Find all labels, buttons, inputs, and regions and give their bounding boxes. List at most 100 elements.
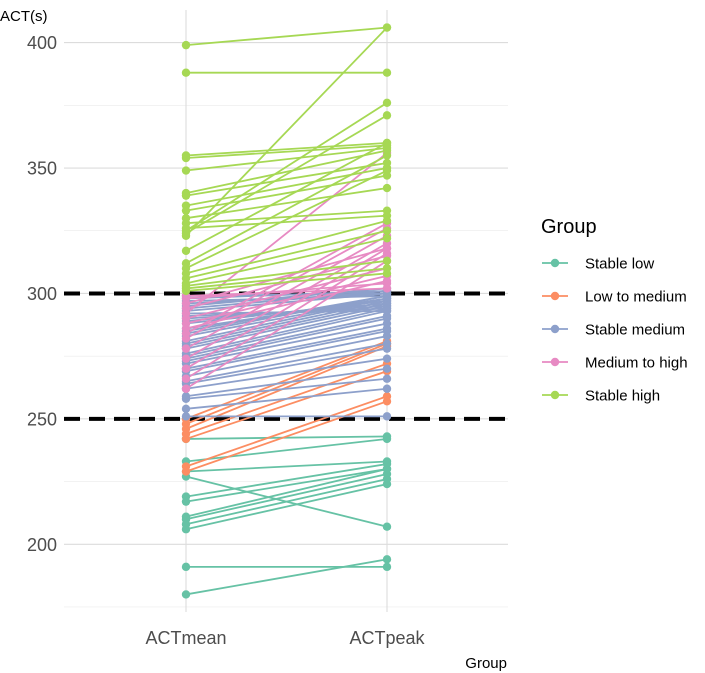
legend-label: Stable low — [585, 256, 654, 273]
legend-key-point — [550, 357, 560, 367]
data-point-stable-high — [382, 183, 392, 193]
legend-label: Medium to high — [585, 355, 688, 372]
series-line-stable-high — [185, 26, 388, 237]
data-point-stable-medium — [181, 392, 191, 401]
series-line-stable-low — [185, 473, 388, 521]
series-line-stable-medium — [185, 310, 388, 315]
series-line-stable-high — [185, 267, 388, 290]
series-line-stable-medium — [185, 347, 388, 385]
y-tick-label: 400 — [27, 33, 57, 53]
data-point-stable-medium — [382, 364, 392, 373]
grid — [64, 10, 508, 612]
series-line-stable-medium — [185, 305, 388, 350]
series-lines — [185, 26, 388, 596]
x-axis-title: Group — [465, 655, 507, 672]
data-point-medium-to-high — [181, 364, 191, 373]
data-point-stable-high — [181, 153, 191, 163]
data-point-stable-low — [382, 555, 392, 564]
series-line-stable-medium — [185, 317, 388, 363]
series-line-stable-medium — [185, 297, 388, 330]
data-point-stable-high — [382, 111, 392, 120]
x-tick-label: ACTpeak — [349, 628, 425, 648]
series-line-stable-low — [185, 435, 388, 440]
data-point-stable-low — [382, 562, 392, 572]
series-line-stable-high — [185, 169, 388, 270]
series-line-stable-low — [185, 463, 388, 498]
series-line-stable-high — [185, 259, 388, 287]
legend: Group Stable low Low to medium Stable medi… — [541, 216, 688, 405]
series-line-medium-to-high — [185, 275, 388, 325]
series-line-stable-high — [185, 26, 388, 47]
y-tick-label: 200 — [27, 535, 57, 555]
data-point-stable-high — [382, 138, 392, 148]
data-point-stable-high — [382, 98, 392, 108]
data-point-stable-high — [382, 216, 392, 225]
data-point-stable-low — [181, 590, 191, 599]
series-line-stable-high — [185, 237, 388, 285]
series-line-stable-medium — [185, 357, 388, 390]
series-line-stable-medium — [185, 330, 388, 373]
y-axis-title: ACT(s) — [0, 8, 48, 25]
data-point-low-to-medium — [382, 392, 392, 401]
series-line-stable-high — [185, 114, 388, 235]
data-point-stable-low — [382, 457, 392, 466]
series-line-stable-low — [185, 468, 388, 518]
series-line-low-to-medium — [185, 345, 388, 430]
series-line-stable-medium — [185, 387, 388, 410]
series-line-stable-low — [185, 468, 388, 503]
legend-key-point — [550, 324, 560, 334]
data-point-stable-high — [181, 191, 191, 200]
series-line-low-to-medium — [185, 395, 388, 468]
series-line-medium-to-high — [185, 260, 388, 390]
series-line-stable-low — [185, 483, 388, 531]
legend-key-point — [550, 258, 560, 268]
series-line-stable-medium — [185, 307, 388, 355]
data-point-stable-high — [382, 269, 392, 278]
data-point-stable-medium — [382, 354, 392, 363]
series-line-stable-high — [185, 214, 388, 230]
series-line-low-to-medium — [185, 342, 388, 425]
data-point-medium-to-high — [181, 344, 191, 353]
data-point-stable-low — [382, 432, 392, 441]
series-line-medium-to-high — [185, 252, 388, 380]
series-line-stable-high — [185, 272, 388, 292]
data-point-low-to-medium — [181, 462, 191, 471]
series-line-stable-high — [185, 162, 388, 197]
series-line-medium-to-high — [185, 282, 388, 300]
series-line-stable-medium — [185, 377, 388, 400]
legend-label: Stable high — [585, 388, 660, 405]
legend-key-point — [550, 390, 560, 400]
data-point-stable-low — [181, 562, 191, 572]
data-point-stable-high — [382, 166, 392, 175]
data-point-stable-high — [181, 166, 191, 175]
data-point-medium-to-high — [181, 374, 191, 383]
y-tick-label: 350 — [27, 159, 57, 179]
series-line-stable-high — [185, 174, 388, 212]
data-point-stable-high — [382, 226, 392, 235]
series-line-medium-to-high — [185, 242, 388, 360]
data-point-stable-high — [382, 23, 392, 32]
legend-label: Stable medium — [585, 322, 685, 339]
data-point-stable-medium — [382, 339, 392, 348]
series-line-stable-high — [185, 154, 388, 265]
data-point-medium-to-high — [382, 244, 392, 253]
series-line-stable-high — [185, 147, 388, 172]
data-point-stable-low — [382, 522, 392, 531]
series-line-stable-low — [185, 558, 388, 596]
series-line-stable-medium — [185, 335, 388, 378]
data-point-stable-high — [181, 286, 191, 296]
data-point-stable-high — [382, 151, 392, 160]
series-line-stable-high — [185, 219, 388, 275]
x-tick-labels: ACTmean ACTpeak — [145, 628, 425, 648]
series-line-stable-high — [185, 229, 388, 280]
data-point-stable-high — [181, 40, 191, 50]
series-line-stable-low — [185, 438, 388, 463]
data-point-stable-medium — [181, 404, 191, 414]
data-point-medium-to-high — [181, 354, 191, 363]
series-line-stable-high — [185, 209, 388, 225]
data-point-stable-low — [181, 492, 191, 501]
y-tick-label: 300 — [27, 284, 57, 304]
x-tick-label: ACTmean — [145, 628, 226, 648]
data-point-stable-medium — [382, 374, 392, 383]
